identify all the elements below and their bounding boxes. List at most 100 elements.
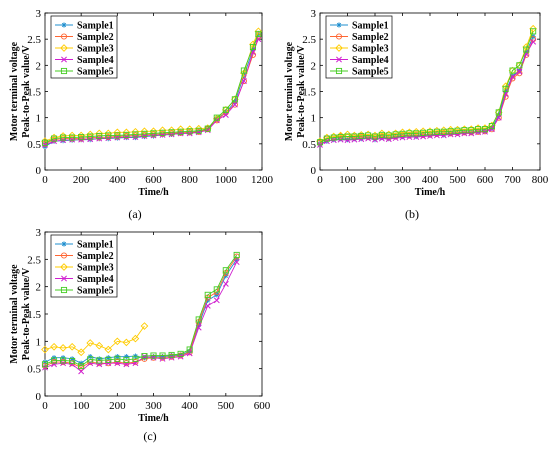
data-point <box>41 361 49 368</box>
legend-label: Sample5 <box>352 67 389 78</box>
data-point <box>69 361 76 368</box>
data-point <box>240 69 248 78</box>
data-point <box>50 135 58 142</box>
data-point <box>50 342 58 351</box>
data-point <box>316 139 324 146</box>
data-point <box>516 62 523 69</box>
data-point <box>344 133 351 140</box>
data-point <box>86 339 95 347</box>
data-point <box>158 126 167 135</box>
data-point <box>96 357 103 364</box>
data-point <box>123 131 130 138</box>
chart-panel-0: 0 200 400 600 800 1000 1200 0 0.5 1 1.5 2 2.5 3 Time/h… <box>9 8 274 221</box>
data-point <box>204 127 211 134</box>
data-point <box>475 129 482 136</box>
y-tick-label: 3 <box>36 8 42 20</box>
data-point <box>132 131 139 138</box>
data-point <box>240 78 247 84</box>
data-point <box>140 127 149 136</box>
data-point <box>222 112 229 119</box>
data-point <box>131 334 140 343</box>
data-point <box>132 359 139 366</box>
data-point <box>69 134 76 141</box>
legend-label: Sample5 <box>77 67 114 78</box>
data-point <box>123 360 130 367</box>
data-point <box>222 280 229 287</box>
x-tick-label: 300 <box>145 400 162 412</box>
legend-swatch-marker <box>60 263 68 271</box>
data-point <box>495 109 502 116</box>
series-line <box>44 33 259 144</box>
x-tick-label: 400 <box>422 174 439 186</box>
y-tick-label: 2.5 <box>302 34 316 46</box>
data-point <box>168 129 175 136</box>
series-sample3 <box>41 322 149 357</box>
x-tick-label: 600 <box>145 174 162 186</box>
data-point <box>159 352 166 359</box>
data-point <box>159 355 166 362</box>
data-point <box>204 302 211 309</box>
legend-label: Sample2 <box>352 32 389 43</box>
legend-label: Sample3 <box>77 263 114 274</box>
data-point <box>461 127 468 134</box>
data-point <box>392 131 399 138</box>
data-point <box>105 132 112 139</box>
data-point <box>447 128 454 135</box>
data-point <box>185 125 194 134</box>
data-point <box>413 134 420 140</box>
legend-swatch-marker <box>60 67 68 75</box>
data-point <box>358 132 365 140</box>
y-axis-label-line: Peak-to-Peak value/V <box>21 267 32 360</box>
legend-swatch-marker <box>60 252 68 259</box>
data-point <box>475 126 482 133</box>
series-line <box>44 254 238 367</box>
data-point <box>51 361 57 368</box>
data-point <box>433 132 440 139</box>
x-tick-label: 200 <box>109 400 126 412</box>
y-tick-label: 1.5 <box>27 309 41 321</box>
data-point <box>141 353 148 360</box>
data-point <box>204 291 211 298</box>
x-tick-label: 500 <box>218 400 235 412</box>
y-tick-label: 2.5 <box>27 34 41 46</box>
data-point <box>122 338 131 347</box>
legend-label: Sample1 <box>352 21 389 32</box>
x-tick-label: 600 <box>254 400 271 412</box>
data-point <box>385 132 392 139</box>
data-point <box>105 356 112 363</box>
legend-label: Sample5 <box>77 286 114 297</box>
data-point <box>186 128 193 135</box>
data-point <box>132 355 139 362</box>
y-tick-label: 2 <box>36 60 42 72</box>
y-tick-label: 0 <box>311 165 317 177</box>
y-axis-label: Motor terminal voltagePeak-to-Peak value… <box>9 41 32 141</box>
y-axis-label: Motor terminal voltagePeak-to-Peak value… <box>9 264 32 364</box>
data-point <box>104 345 113 354</box>
data-point <box>427 133 433 139</box>
data-point <box>195 316 202 323</box>
data-point <box>440 132 447 139</box>
series-line <box>319 41 534 146</box>
data-point <box>78 362 85 369</box>
data-point <box>59 344 67 352</box>
data-point <box>60 134 67 141</box>
legend-label: Sample3 <box>352 44 389 55</box>
series-line <box>44 259 238 364</box>
y-axis-label-line: Motor terminal voltage <box>9 41 20 141</box>
series-line <box>44 261 238 372</box>
data-point <box>96 356 102 362</box>
legend-label: Sample2 <box>77 32 114 43</box>
data-point <box>530 28 537 35</box>
data-point <box>168 351 175 359</box>
data-point <box>420 133 427 140</box>
legend-swatch-marker <box>61 56 67 63</box>
data-point <box>131 127 140 136</box>
data-point <box>231 101 238 108</box>
y-tick-label: 1.5 <box>27 87 41 99</box>
data-point <box>406 130 413 137</box>
x-tick-label: 1200 <box>251 174 274 186</box>
data-point <box>385 136 392 143</box>
data-point <box>461 130 468 137</box>
legend-label: Sample1 <box>77 21 114 32</box>
